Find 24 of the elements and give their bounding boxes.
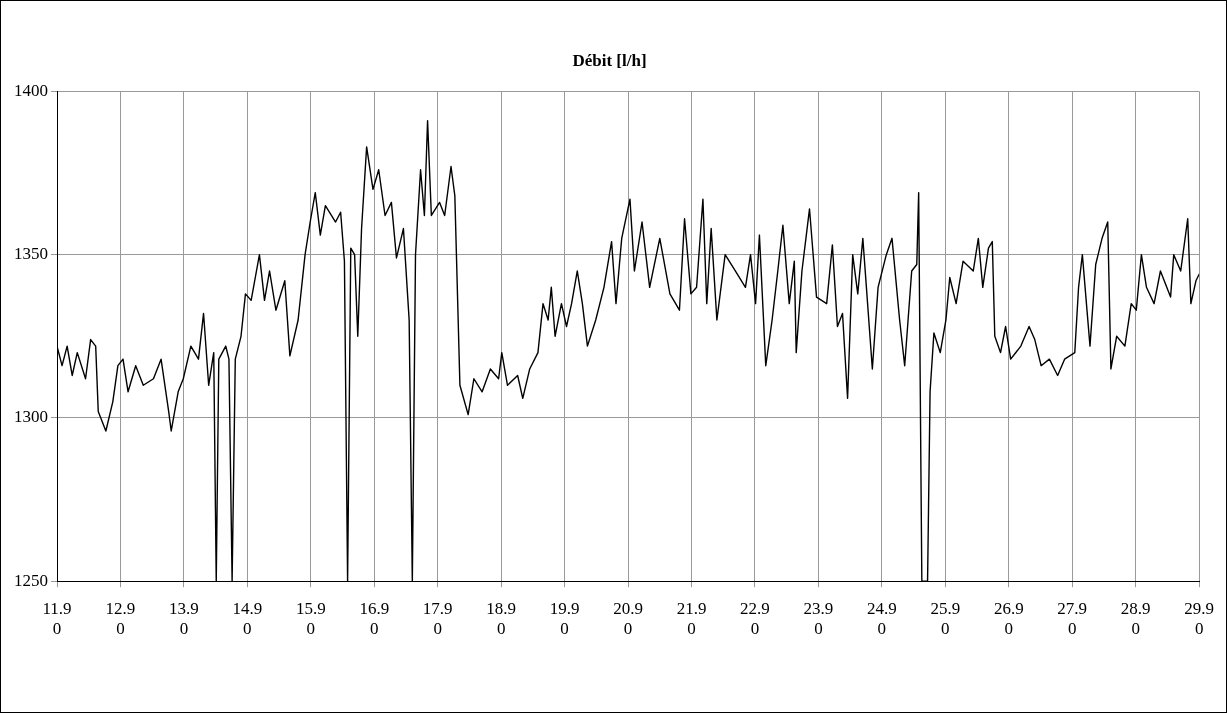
x-tick-label: 29.9 0 [1184, 598, 1214, 639]
x-tick-label: 16.9 0 [359, 598, 390, 639]
x-tick-label: 26.9 0 [993, 598, 1024, 639]
x-tick-label: 19.9 0 [549, 598, 580, 639]
chart-title: Débit [l/h] [572, 50, 647, 70]
y-tick-label: 1400 [14, 80, 48, 100]
y-tick-label: 1250 [14, 570, 48, 590]
x-tick-label: 17.9 0 [422, 598, 453, 639]
y-tick-label: 1300 [14, 407, 48, 427]
x-tick-label: 18.9 0 [486, 598, 517, 639]
x-tick-label: 20.9 0 [613, 598, 643, 639]
x-tick-label: 28.9 0 [1120, 598, 1151, 639]
x-tick-label: 21.9 0 [676, 598, 707, 639]
x-tick-label: 14.9 0 [232, 598, 263, 639]
x-tick-label: 13.9 0 [169, 598, 199, 639]
x-tick-label: 15.9 0 [295, 598, 326, 639]
x-tick-label: 24.9 0 [866, 598, 897, 639]
x-tick-label: 12.9 0 [105, 598, 136, 639]
y-tick-label: 1350 [14, 244, 48, 264]
x-tick-label: 27.9 0 [1057, 598, 1088, 639]
x-tick-label: 25.9 0 [930, 598, 961, 639]
x-tick-label: 22.9 0 [740, 598, 770, 639]
x-tick-label: 11.9 0 [42, 598, 72, 639]
x-tick-label: 23.9 0 [803, 598, 834, 639]
